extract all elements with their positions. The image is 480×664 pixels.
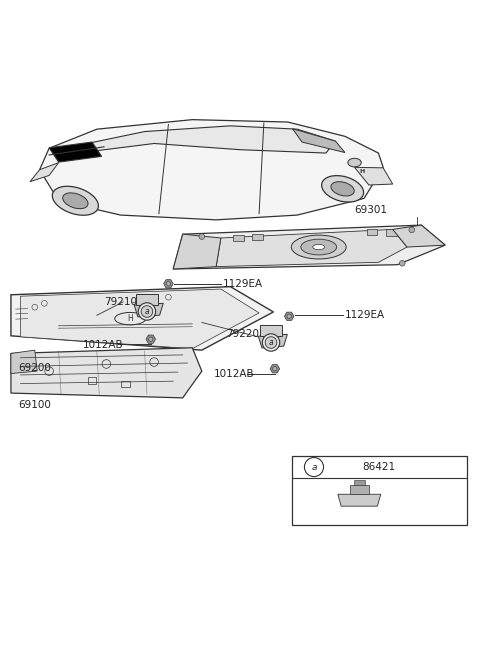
- Bar: [252, 234, 263, 240]
- Polygon shape: [134, 303, 163, 317]
- Text: a: a: [311, 463, 317, 471]
- Polygon shape: [49, 142, 102, 162]
- Circle shape: [262, 334, 280, 351]
- Text: 69301: 69301: [355, 205, 387, 214]
- Text: 1012AB: 1012AB: [214, 369, 254, 379]
- Bar: [136, 294, 158, 305]
- Polygon shape: [146, 335, 156, 343]
- Polygon shape: [173, 234, 221, 269]
- Polygon shape: [173, 225, 445, 269]
- Circle shape: [265, 337, 277, 349]
- Polygon shape: [355, 167, 393, 185]
- Bar: [367, 229, 377, 235]
- Circle shape: [166, 282, 170, 286]
- Text: 1129EA: 1129EA: [345, 310, 385, 320]
- Bar: [386, 229, 396, 236]
- Text: a: a: [144, 307, 149, 316]
- Polygon shape: [11, 350, 37, 374]
- Ellipse shape: [301, 239, 336, 255]
- Ellipse shape: [52, 187, 98, 215]
- Bar: [350, 485, 369, 494]
- Bar: [292, 456, 467, 525]
- Polygon shape: [87, 126, 336, 153]
- Text: 1129EA: 1129EA: [223, 279, 264, 289]
- Text: H: H: [359, 169, 364, 174]
- Polygon shape: [270, 365, 280, 373]
- Text: 79220: 79220: [226, 329, 259, 339]
- Text: 86421: 86421: [362, 462, 395, 472]
- Ellipse shape: [348, 158, 361, 167]
- Text: 1012AB: 1012AB: [83, 340, 123, 350]
- Bar: [88, 377, 96, 384]
- Text: 69100: 69100: [18, 400, 51, 410]
- Circle shape: [149, 337, 153, 341]
- Polygon shape: [393, 225, 445, 247]
- Polygon shape: [39, 120, 383, 220]
- Ellipse shape: [322, 175, 363, 202]
- Bar: [233, 235, 244, 241]
- Polygon shape: [292, 129, 345, 153]
- Ellipse shape: [291, 235, 346, 259]
- Polygon shape: [11, 287, 274, 350]
- Polygon shape: [11, 348, 202, 398]
- Polygon shape: [164, 280, 173, 288]
- Circle shape: [409, 227, 415, 233]
- Circle shape: [199, 234, 204, 240]
- Circle shape: [273, 367, 277, 371]
- Polygon shape: [338, 494, 381, 506]
- Bar: [121, 380, 130, 387]
- Bar: [260, 325, 282, 336]
- Polygon shape: [21, 289, 259, 349]
- Circle shape: [287, 314, 291, 319]
- Polygon shape: [258, 335, 288, 348]
- Ellipse shape: [331, 182, 354, 196]
- Polygon shape: [284, 312, 294, 321]
- Bar: [354, 480, 365, 485]
- Text: a: a: [269, 338, 273, 347]
- Circle shape: [399, 260, 405, 266]
- Ellipse shape: [313, 244, 324, 250]
- Polygon shape: [30, 163, 59, 182]
- Polygon shape: [216, 229, 407, 267]
- Text: 79210: 79210: [104, 297, 137, 307]
- Ellipse shape: [63, 193, 88, 208]
- Text: 69200: 69200: [18, 363, 51, 373]
- Circle shape: [138, 303, 156, 320]
- Circle shape: [141, 305, 153, 317]
- Text: H: H: [127, 314, 133, 323]
